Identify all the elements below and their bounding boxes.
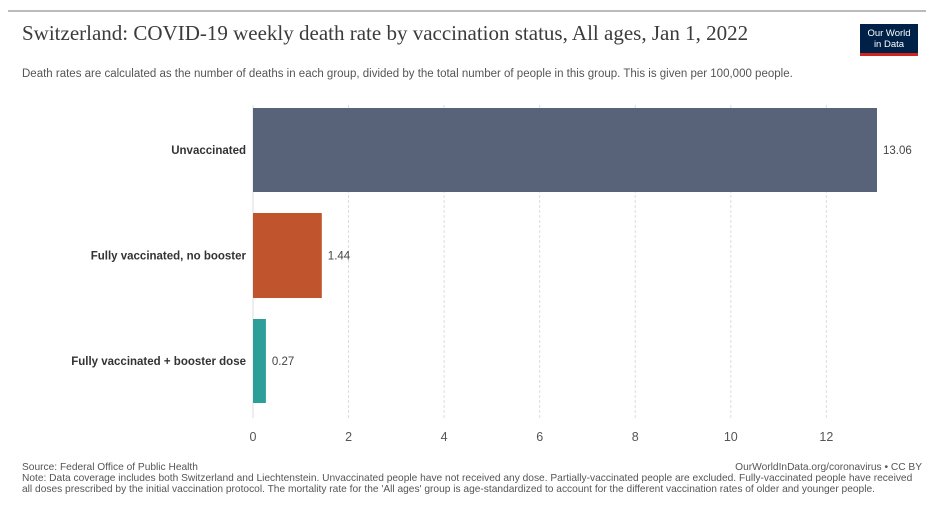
category-labels: Unvaccinated Fully vaccinated, no booster… bbox=[71, 145, 246, 368]
value-labels: 13.06 1.44 0.27 bbox=[272, 145, 912, 368]
x-tick-labels: 0 2 4 6 8 10 12 bbox=[250, 430, 834, 444]
x-tick-label: 12 bbox=[819, 430, 833, 444]
x-tick-label: 0 bbox=[250, 430, 257, 444]
logo-line-2: in Data bbox=[873, 39, 905, 50]
owid-logo[interactable]: Our World in Data bbox=[860, 24, 918, 56]
x-tick-label: 4 bbox=[441, 430, 448, 444]
category-label: Unvaccinated bbox=[171, 145, 246, 157]
chart-frame bbox=[8, 10, 926, 512]
note-text: Note: Data coverage includes both Switze… bbox=[22, 473, 913, 495]
bars bbox=[253, 108, 877, 403]
value-label: 1.44 bbox=[328, 251, 351, 263]
bar[interactable] bbox=[253, 319, 266, 403]
x-tick-label: 6 bbox=[536, 430, 543, 444]
logo-line-1: Our World bbox=[867, 28, 911, 39]
x-tick-label: 2 bbox=[345, 430, 352, 444]
bar[interactable] bbox=[253, 108, 877, 192]
x-tick-label: 8 bbox=[632, 430, 639, 444]
source-text: Source: Federal Office of Public Health bbox=[22, 462, 198, 473]
chart-subtitle: Death rates are calculated as the number… bbox=[22, 68, 793, 80]
x-tick-label: 10 bbox=[724, 430, 738, 444]
category-label: Fully vaccinated, no booster bbox=[91, 251, 247, 263]
bar[interactable] bbox=[253, 213, 322, 298]
chart-title: Switzerland: COVID-19 weekly death rate … bbox=[22, 21, 749, 45]
owid-url-link[interactable]: OurWorldInData.org/coronavirus • CC BY bbox=[735, 462, 922, 473]
value-label: 0.27 bbox=[272, 356, 294, 368]
value-label: 13.06 bbox=[883, 145, 912, 157]
category-label: Fully vaccinated + booster dose bbox=[71, 356, 246, 368]
